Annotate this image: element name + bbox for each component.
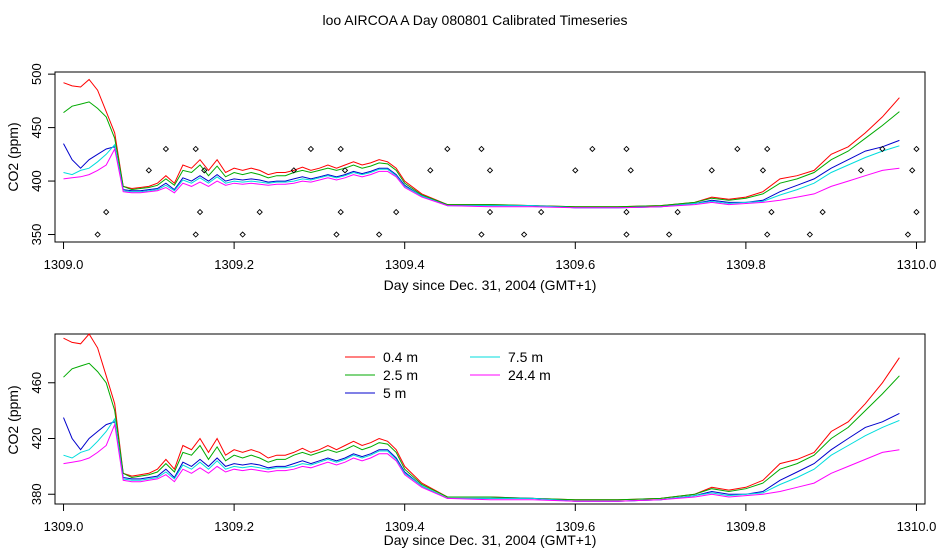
- top-data-point: [375, 231, 383, 238]
- bottom-x-tick-label: 1309.6: [555, 519, 595, 534]
- top-data-point: [904, 231, 912, 238]
- top-data-point: [192, 145, 199, 153]
- top-data-point: [589, 145, 596, 153]
- top-data-point: [819, 208, 826, 216]
- bottom-plot-frame: [54, 333, 926, 505]
- top-data-point: [627, 167, 634, 174]
- top-y-tick-label: 500: [29, 63, 44, 85]
- top-data-point: [623, 145, 630, 153]
- top-data-point: [909, 167, 916, 174]
- top-x-tick-label: 1309.2: [214, 257, 254, 272]
- top-data-point: [572, 167, 579, 174]
- top-data-point: [393, 208, 400, 216]
- top-data-point: [665, 231, 673, 238]
- top-x-axis-label: Day since Dec. 31, 2004 (GMT+1): [384, 277, 597, 293]
- top-series-line-3: [63, 143, 900, 209]
- top-tick-group: 1309.0 1309.2 1309.4 1309.6 1309.8 1310.0 350 4…: [29, 63, 936, 272]
- top-data-point: [290, 167, 297, 174]
- top-data-point: [239, 231, 246, 238]
- top-points-group: [94, 145, 920, 238]
- top-data-point: [913, 208, 920, 216]
- bottom-series-group: [63, 333, 900, 502]
- bottom-series-line-2: [63, 412, 900, 502]
- top-data-point: [764, 231, 771, 238]
- legend-label-2: 5 m: [383, 385, 406, 401]
- top-data-point: [857, 167, 865, 174]
- legend-label-3: 7.5 m: [508, 349, 543, 365]
- bottom-x-tick-label: 1309.0: [44, 519, 84, 534]
- top-data-point: [734, 145, 741, 153]
- bottom-series-line-1: [63, 362, 900, 501]
- top-data-point: [201, 167, 208, 174]
- top-x-tick-label: 1309.4: [385, 257, 425, 272]
- top-data-point: [806, 231, 813, 238]
- top-data-point: [196, 208, 204, 216]
- bottom-series-line-0: [63, 333, 900, 501]
- top-series-group: [63, 78, 900, 209]
- top-data-point: [538, 208, 545, 216]
- bottom-tick-group: 1309.0 1309.2 1309.4 1309.6 1309.8 1310.0 380 4…: [29, 372, 936, 534]
- top-data-point: [520, 231, 528, 238]
- bottom-y-tick-label: 460: [29, 372, 44, 394]
- top-data-point: [759, 167, 767, 174]
- top-series-line-2: [63, 139, 900, 209]
- top-data-point: [192, 231, 199, 238]
- top-plot-frame: [54, 71, 926, 243]
- top-data-point: [256, 208, 263, 216]
- top-data-point: [623, 208, 630, 216]
- top-data-point: [333, 231, 340, 238]
- top-y-axis-label: CO2 (ppm): [5, 122, 21, 191]
- top-x-tick-label: 1309.6: [555, 257, 595, 272]
- top-data-point: [444, 145, 451, 153]
- top-data-point: [145, 167, 152, 174]
- top-data-point: [708, 167, 715, 174]
- top-series-line-1: [63, 101, 900, 208]
- top-y-tick-label: 450: [29, 117, 44, 139]
- bottom-x-tick-label: 1309.2: [214, 519, 254, 534]
- bottom-x-tick-label: 1310.0: [897, 519, 937, 534]
- top-y-tick-label: 400: [29, 170, 44, 192]
- top-data-point: [768, 208, 775, 216]
- top-data-point: [103, 208, 110, 216]
- top-data-point: [337, 208, 344, 216]
- top-data-point: [913, 145, 920, 153]
- bottom-x-tick-label: 1309.4: [385, 519, 425, 534]
- top-x-tick-label: 1309.0: [44, 257, 84, 272]
- top-series-line-4: [63, 147, 900, 209]
- legend: 0.4 m 2.5 m 5 m 7.5 m 24.4 m: [345, 349, 551, 401]
- top-data-point: [478, 231, 485, 238]
- top-x-tick-label: 1309.8: [726, 257, 766, 272]
- top-data-point: [427, 167, 434, 174]
- bottom-series-line-3: [63, 417, 900, 502]
- bottom-x-tick-label: 1309.8: [726, 519, 766, 534]
- top-data-point: [94, 231, 101, 238]
- bottom-y-axis-label: CO2 (ppm): [5, 385, 21, 454]
- top-panel: 1309.0 1309.2 1309.4 1309.6 1309.8 1310.0 350 4…: [5, 63, 936, 293]
- top-data-point: [623, 231, 630, 238]
- top-y-tick-label: 350: [29, 224, 44, 246]
- top-data-point: [337, 145, 344, 153]
- legend-label-0: 0.4 m: [383, 349, 418, 365]
- top-x-tick-label: 1310.0: [897, 257, 937, 272]
- top-data-point: [486, 208, 494, 216]
- bottom-y-tick-label: 420: [29, 428, 44, 450]
- top-data-point: [674, 208, 681, 216]
- top-data-point: [307, 145, 315, 153]
- top-data-point: [162, 145, 170, 153]
- bottom-series-line-4: [63, 422, 900, 502]
- chart-title: loo AIRCOA A Day 080801 Calibrated Times…: [322, 12, 627, 28]
- top-data-point: [478, 145, 485, 153]
- top-data-point: [879, 145, 886, 153]
- top-data-point: [341, 167, 349, 174]
- legend-label-4: 24.4 m: [508, 367, 551, 383]
- top-data-point: [486, 167, 494, 174]
- bottom-panel: 1309.0 1309.2 1309.4 1309.6 1309.8 1310.0 380 4…: [5, 333, 936, 548]
- top-data-point: [764, 145, 771, 153]
- bottom-x-axis-label: Day since Dec. 31, 2004 (GMT+1): [384, 532, 597, 548]
- legend-label-1: 2.5 m: [383, 367, 418, 383]
- bottom-y-tick-label: 380: [29, 483, 44, 505]
- top-series-line-0: [63, 78, 900, 208]
